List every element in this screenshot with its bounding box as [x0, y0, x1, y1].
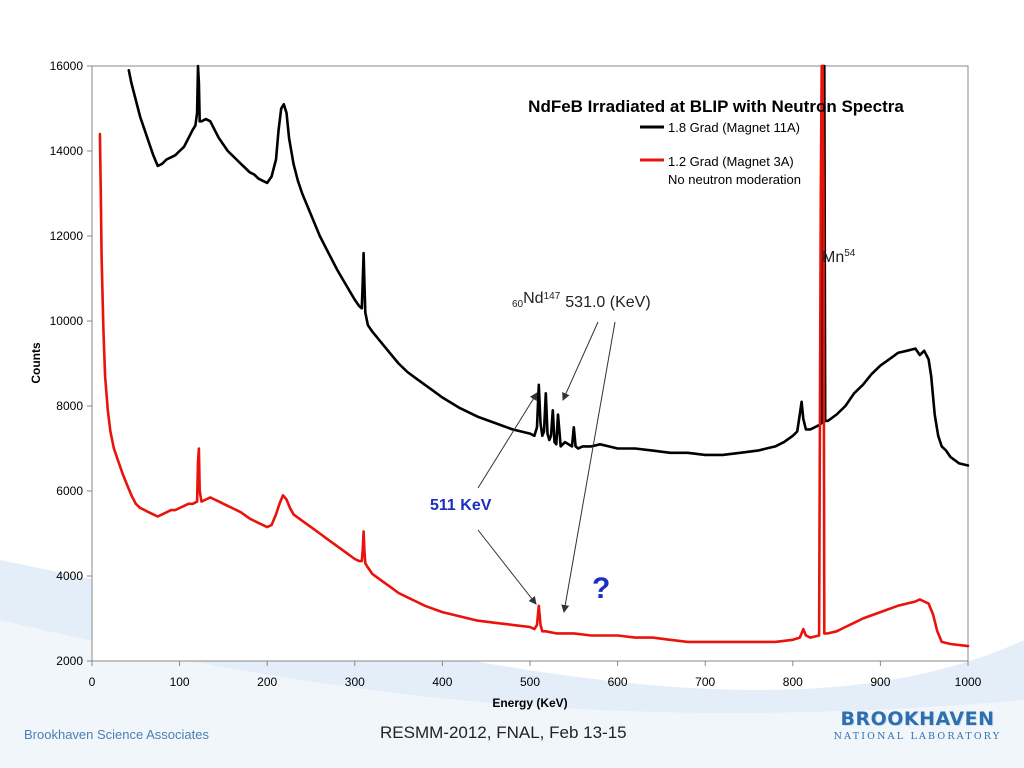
x-tick-label: 100: [170, 675, 190, 689]
x-tick-label: 900: [870, 675, 890, 689]
annotation-question: ?: [592, 572, 610, 605]
x-tick-label: 300: [345, 675, 365, 689]
legend-entry-2-note: No neutron moderation: [668, 172, 801, 187]
brookhaven-logo: BROOKHAVEN NATIONAL LABORATORY: [830, 708, 1005, 742]
legend-entry-2: 1.2 Grad (Magnet 3A): [668, 154, 794, 169]
footer-organization: Brookhaven Science Associates: [24, 727, 209, 742]
logo-subtitle: NATIONAL LABORATORY: [833, 731, 1002, 742]
x-tick-label: 0: [89, 675, 96, 689]
x-tick-label: 1000: [955, 675, 982, 689]
arrow-nd-upper: [562, 321, 599, 401]
annotation-nd147: 60Nd147 531.0 (KeV): [512, 290, 651, 311]
svg-text:Mn54: Mn54: [822, 248, 856, 266]
plot-area: [91, 65, 969, 662]
nd-element: Nd: [523, 290, 543, 307]
x-tick-label: 600: [608, 675, 628, 689]
y-tick-label: 16000: [50, 59, 84, 73]
y-tick-label: 2000: [56, 654, 83, 668]
arrow-511-lower: [477, 529, 537, 605]
nd-energy: 531.0 (KeV): [565, 294, 650, 311]
legend: 1.8 Grad (Magnet 11A) 1.2 Grad (Magnet 3…: [640, 120, 801, 187]
y-tick-label: 10000: [50, 314, 84, 328]
x-axis-label: Energy (KeV): [492, 696, 567, 710]
x-tick-label: 200: [257, 675, 277, 689]
x-tick-label: 700: [695, 675, 715, 689]
logo-wordmark: BROOKHAVEN: [840, 708, 995, 730]
y-tick-label: 14000: [50, 144, 84, 158]
y-tick-label: 4000: [56, 569, 83, 583]
y-tick-label: 6000: [56, 484, 83, 498]
mn-superscript: 54: [844, 248, 856, 259]
y-tick-label: 12000: [50, 229, 84, 243]
legend-entry-1: 1.8 Grad (Magnet 11A): [668, 120, 800, 135]
x-tick-label: 400: [432, 675, 452, 689]
chart-title: NdFeB Irradiated at BLIP with Neutron Sp…: [528, 97, 904, 116]
y-axis-label: Counts: [29, 342, 43, 384]
annotation-arrows: [477, 321, 616, 613]
arrow-511-upper: [477, 392, 538, 489]
annotation-mn54: Mn54: [822, 248, 856, 266]
annotation-511kev: 511 KeV: [430, 497, 492, 514]
nd-subscript: 60: [512, 299, 524, 310]
arrow-nd-lower: [561, 321, 616, 613]
background-wave-light: [0, 620, 1024, 768]
x-tick-label: 800: [783, 675, 803, 689]
x-tick-label: 500: [520, 675, 540, 689]
series-layer: [98, 64, 970, 648]
footer-conference: RESMM-2012, FNAL, Feb 13-15: [380, 723, 627, 742]
axis-ticks: 2000 4000 6000 8000 10000 12000 14000 16000 0 100…: [50, 59, 982, 689]
y-tick-label: 8000: [56, 399, 83, 413]
mn-element: Mn: [822, 249, 844, 266]
nd-superscript: 147: [544, 291, 561, 302]
series-line-1.2-grad: [98, 64, 970, 648]
